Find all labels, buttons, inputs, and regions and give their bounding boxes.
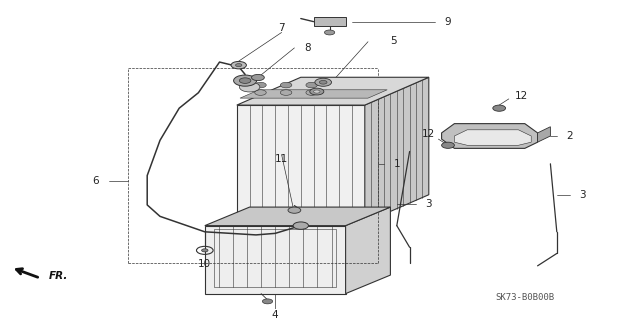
Polygon shape xyxy=(346,207,390,293)
Circle shape xyxy=(234,75,257,86)
Circle shape xyxy=(202,249,208,252)
Text: 8: 8 xyxy=(304,43,310,53)
Circle shape xyxy=(255,82,266,88)
Polygon shape xyxy=(365,77,429,223)
Polygon shape xyxy=(442,124,538,148)
Polygon shape xyxy=(314,17,346,26)
Circle shape xyxy=(319,80,327,84)
Polygon shape xyxy=(205,226,346,293)
Text: 12: 12 xyxy=(422,130,435,139)
Text: 9: 9 xyxy=(445,17,451,26)
Polygon shape xyxy=(454,130,531,145)
Text: SK73-B0B00B: SK73-B0B00B xyxy=(495,293,554,302)
Text: 5: 5 xyxy=(390,36,397,46)
Circle shape xyxy=(239,82,260,92)
Text: 1: 1 xyxy=(394,159,400,169)
Circle shape xyxy=(314,90,320,93)
Circle shape xyxy=(493,105,506,111)
Circle shape xyxy=(262,299,273,304)
Text: 10: 10 xyxy=(198,259,211,269)
Circle shape xyxy=(315,78,332,86)
Text: 6: 6 xyxy=(93,176,99,186)
Text: 4: 4 xyxy=(272,310,278,319)
Circle shape xyxy=(280,90,292,95)
Text: 3: 3 xyxy=(426,199,432,209)
Circle shape xyxy=(255,90,266,95)
Polygon shape xyxy=(205,207,390,226)
Circle shape xyxy=(442,142,454,148)
Circle shape xyxy=(306,82,317,88)
Text: 3: 3 xyxy=(579,190,586,200)
Circle shape xyxy=(288,207,301,213)
Circle shape xyxy=(231,62,246,69)
Circle shape xyxy=(306,90,317,95)
Text: 2: 2 xyxy=(566,131,573,141)
Text: 7: 7 xyxy=(278,23,285,33)
Circle shape xyxy=(310,88,324,95)
Polygon shape xyxy=(237,77,429,105)
Polygon shape xyxy=(240,90,387,98)
Circle shape xyxy=(252,74,264,81)
Polygon shape xyxy=(538,127,550,142)
Text: FR.: FR. xyxy=(49,271,68,281)
Text: 12: 12 xyxy=(515,91,528,101)
Circle shape xyxy=(236,63,242,67)
Text: 11: 11 xyxy=(275,154,288,164)
Polygon shape xyxy=(237,105,365,223)
Circle shape xyxy=(280,82,292,88)
Circle shape xyxy=(293,222,308,229)
Circle shape xyxy=(324,30,335,35)
Circle shape xyxy=(239,78,251,83)
